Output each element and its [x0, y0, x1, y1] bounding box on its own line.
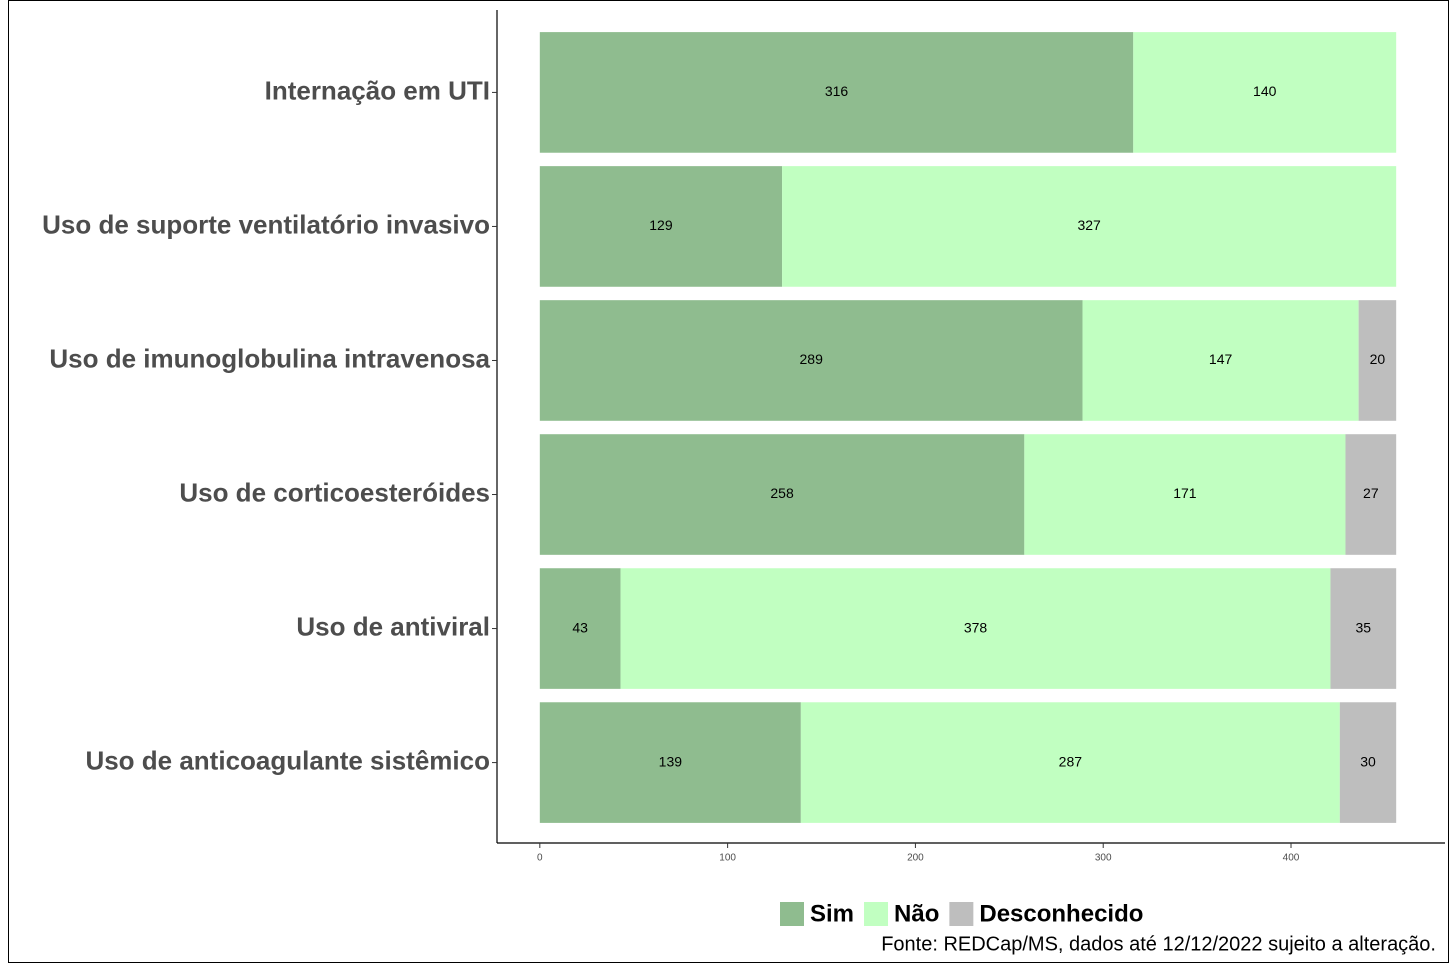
x-tick-label: 400: [1283, 853, 1300, 864]
legend-label: Não: [894, 900, 939, 927]
y-tick-label: Uso de imunoglobulina intravenosa: [49, 343, 490, 373]
y-tick-label: Uso de anticoagulante sistêmico: [85, 745, 490, 775]
value-label: 139: [659, 753, 683, 769]
y-tick-label: Uso de antiviral: [296, 611, 490, 641]
x-tick-label: 200: [907, 853, 924, 864]
y-tick-label: Uso de suporte ventilatório invasivo: [42, 209, 490, 239]
bar-segment: [539, 568, 621, 689]
source-note: Fonte: REDCap/MS, dados até 12/12/2022 s…: [881, 933, 1436, 955]
value-label: 140: [1253, 83, 1277, 99]
bar-segment: [1345, 434, 1397, 555]
value-label: 258: [770, 485, 794, 501]
bar-segment: [539, 300, 1083, 421]
legend-swatch: [780, 902, 804, 926]
bar-segment: [539, 702, 801, 823]
value-label: 289: [800, 351, 824, 367]
bar-segment: [1133, 32, 1397, 153]
bar-segment: [1330, 568, 1397, 689]
bar-segment: [1024, 434, 1346, 555]
bar-segment: [539, 32, 1134, 153]
value-label: 287: [1059, 753, 1083, 769]
bar-segment: [1358, 300, 1397, 421]
value-label: 35: [1356, 619, 1372, 635]
value-label: 171: [1173, 485, 1197, 501]
legend-label: Sim: [810, 900, 854, 927]
value-label: 378: [964, 619, 988, 635]
bar-segment: [1082, 300, 1359, 421]
x-tick-label: 0: [537, 853, 543, 864]
bar-segment: [800, 702, 1340, 823]
x-tick-label: 100: [719, 853, 736, 864]
bar-segment: [782, 166, 1397, 287]
legend-label: Desconhecido: [979, 900, 1143, 927]
bar-segment: [539, 434, 1025, 555]
value-label: 327: [1077, 217, 1101, 233]
value-label: 316: [825, 83, 849, 99]
y-tick-label: Uso de corticoesteróides: [179, 477, 490, 507]
bar-segment: [620, 568, 1331, 689]
value-label: 30: [1360, 753, 1376, 769]
x-tick-label: 300: [1095, 853, 1112, 864]
value-label: 20: [1370, 351, 1386, 367]
legend-swatch: [864, 902, 889, 926]
value-label: 147: [1209, 351, 1233, 367]
value-label: 43: [572, 619, 588, 635]
legend-swatch: [949, 902, 974, 926]
value-label: 27: [1363, 485, 1379, 501]
y-tick-label: Internação em UTI: [265, 75, 490, 105]
value-label: 129: [649, 217, 673, 233]
bar-segment: [539, 166, 783, 287]
bar-segment: [1339, 702, 1397, 823]
